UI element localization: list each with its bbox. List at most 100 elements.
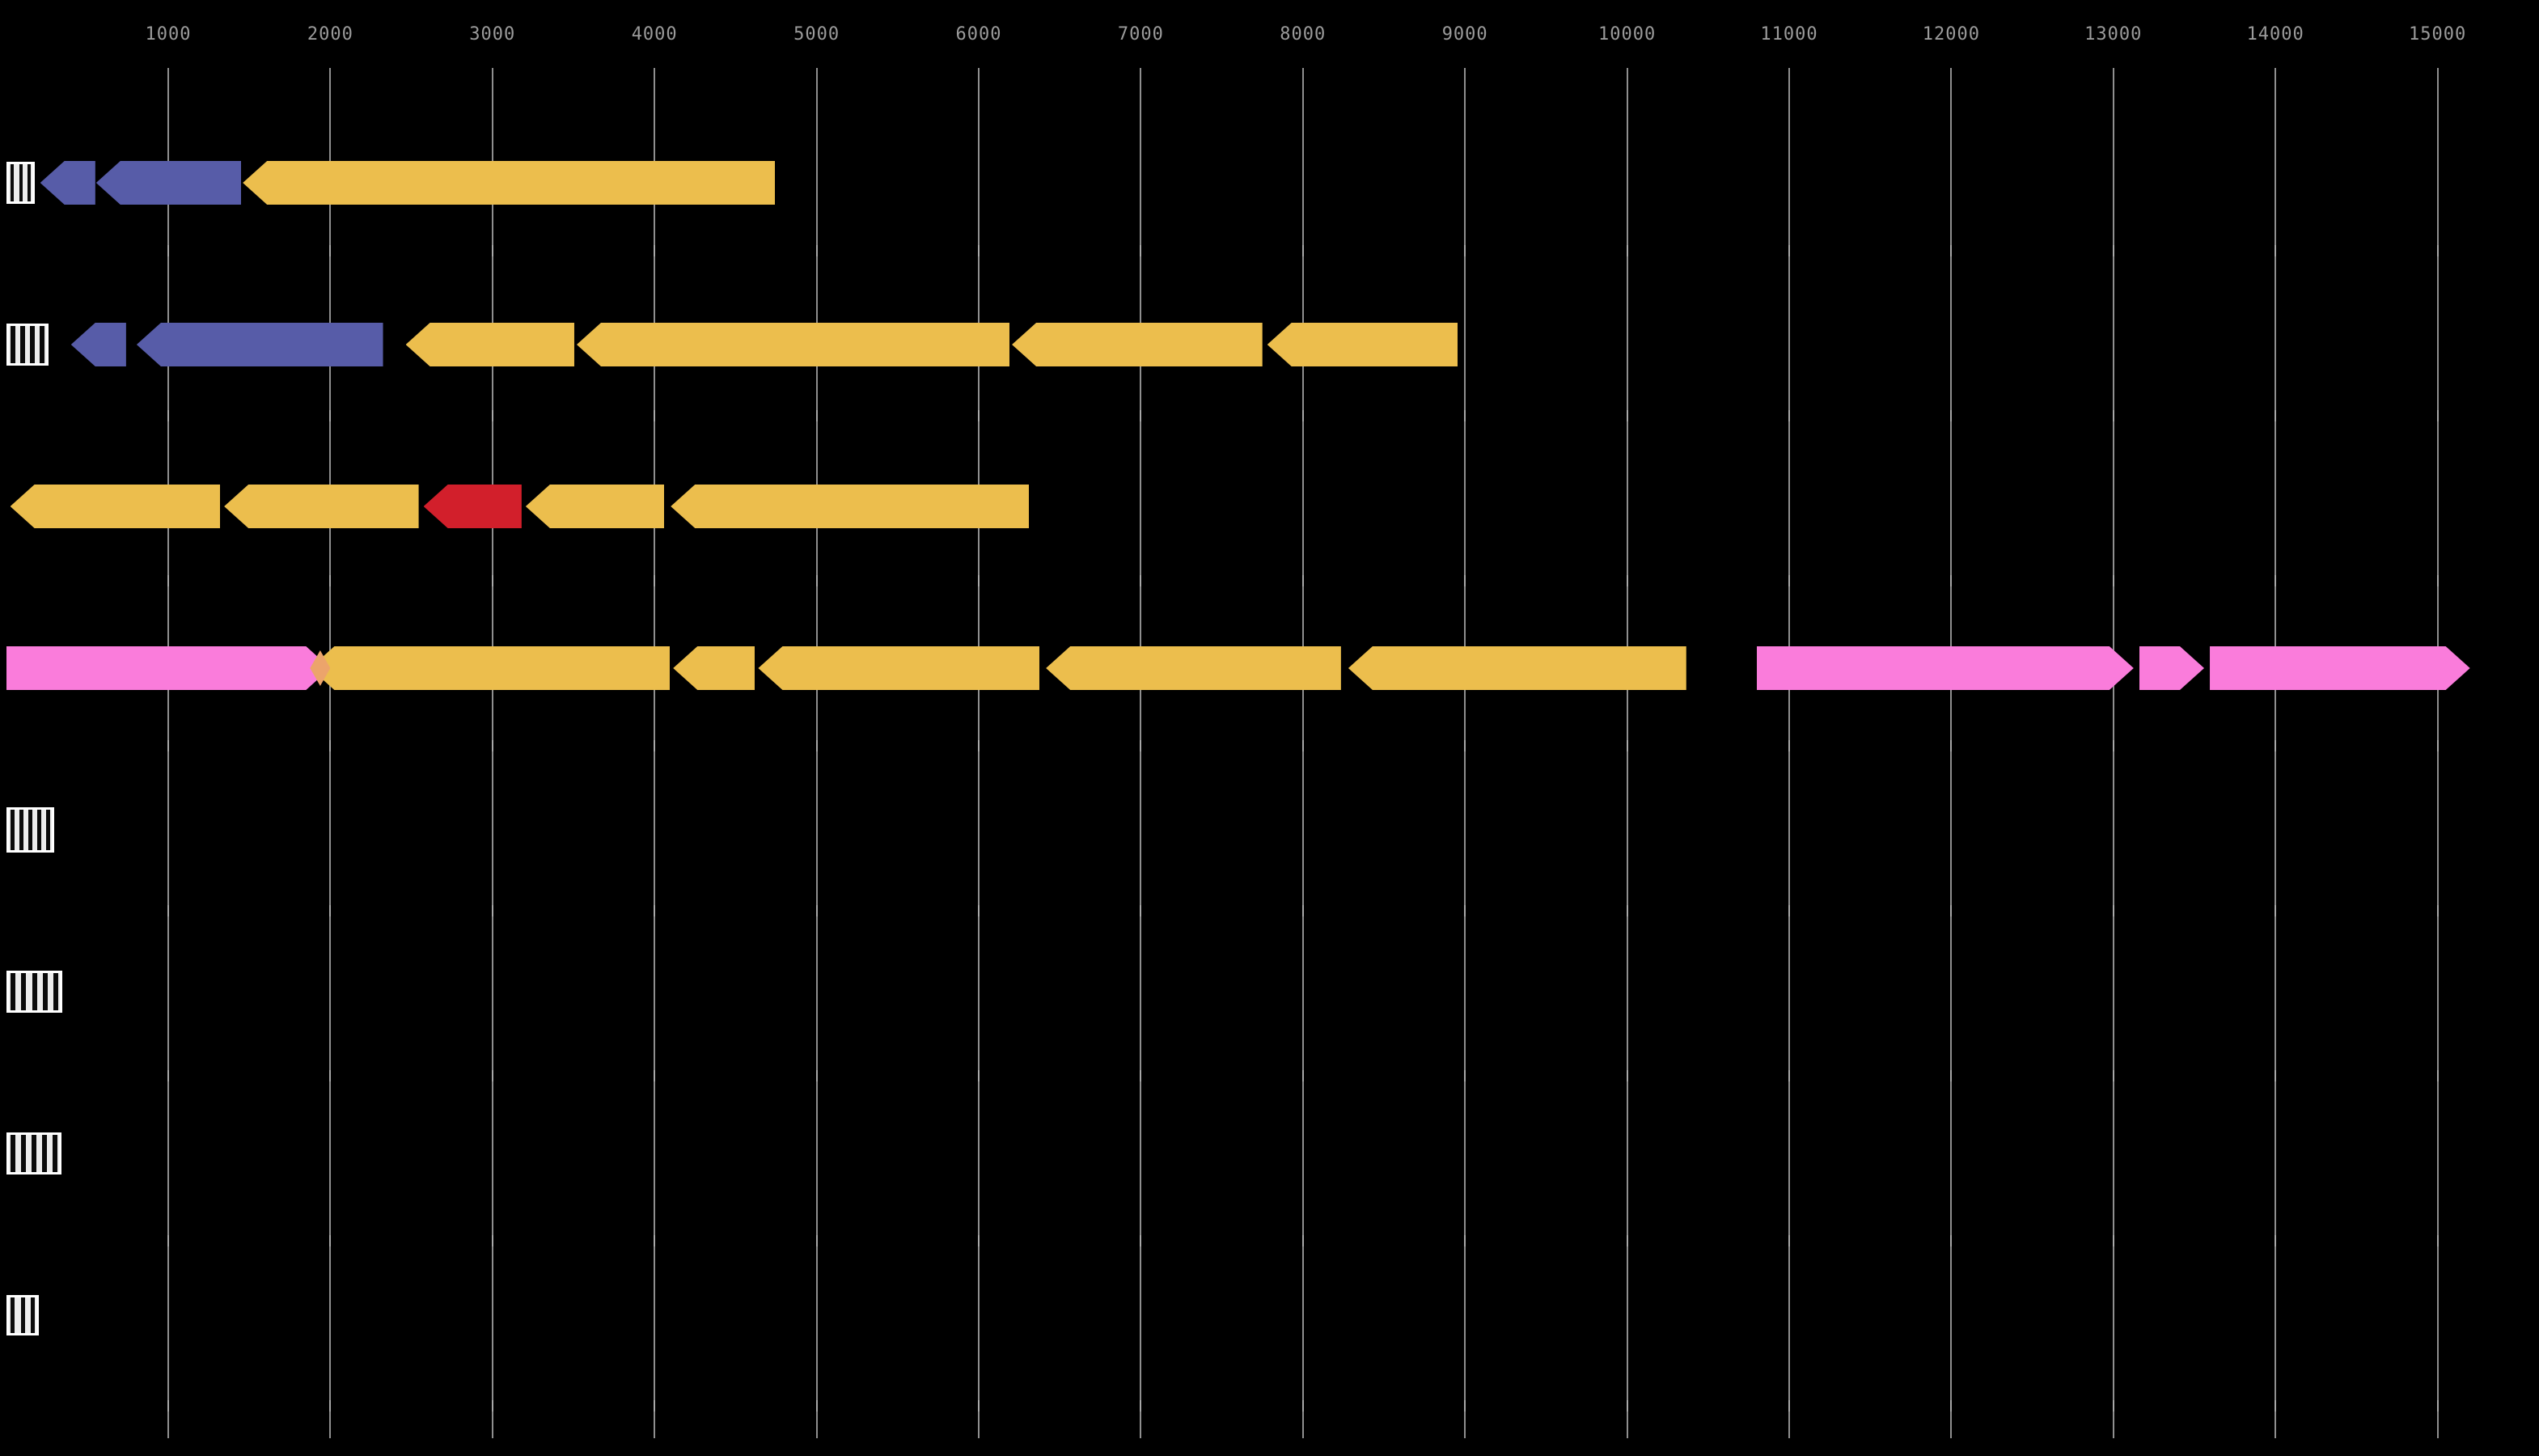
- axis-tick-label: 5000: [793, 24, 840, 44]
- gene-arrow-yellow: [1012, 323, 1263, 366]
- gridline-dash: [1140, 245, 1142, 256]
- gridline-dash: [1788, 740, 1790, 751]
- axis-tick-label: 15000: [2408, 24, 2467, 44]
- axis-tick-label: 14000: [2246, 24, 2304, 44]
- axis-tick-label: 10000: [1597, 24, 1657, 44]
- gene-arrow-pink: [2210, 646, 2470, 690]
- glyph-stripe: [11, 810, 15, 850]
- gene-arrow-yellow: [1046, 646, 1341, 690]
- gridline-dash: [1788, 410, 1790, 421]
- axis-tick-label: 8000: [1280, 24, 1327, 44]
- gridline-dash: [1301, 740, 1304, 751]
- gene-arrow-yellow: [671, 485, 1030, 528]
- gridline-dash: [654, 410, 656, 421]
- gene-arrow-blue: [40, 161, 95, 205]
- gridline-dash: [1788, 245, 1790, 256]
- gridline-dash: [329, 740, 332, 751]
- gridline-dash: [1950, 575, 1953, 586]
- gridline: [1788, 68, 1790, 1438]
- axis-tick-label: 9000: [1441, 24, 1488, 44]
- gridline-dash: [167, 740, 169, 751]
- gridline-dash: [1464, 575, 1466, 586]
- gridline-dash: [491, 740, 493, 751]
- gridline-dash: [1950, 410, 1953, 421]
- gridline-dash: [1626, 740, 1628, 751]
- gridline-dash: [329, 575, 332, 586]
- gridline-dash: [1464, 740, 1466, 751]
- gridline-dash: [491, 575, 493, 586]
- gridline-dash: [2275, 740, 2277, 751]
- gridline: [1950, 68, 1953, 1438]
- gridline-dash: [1140, 410, 1142, 421]
- gridline-dash: [1626, 410, 1628, 421]
- gridline-dash: [1950, 1400, 1953, 1412]
- gridline-dash: [1464, 905, 1466, 916]
- locus-label-glyph: [6, 1295, 39, 1335]
- gridline-dash: [654, 245, 656, 256]
- gene-arrow-yellow: [224, 485, 419, 528]
- gridline-dash: [978, 410, 980, 421]
- gene-arrow-yellow: [10, 485, 221, 528]
- gridline-dash: [2436, 245, 2439, 256]
- gridline-dash: [1626, 905, 1628, 916]
- gridline-dash: [2436, 740, 2439, 751]
- glyph-stripe: [37, 810, 41, 850]
- gridline-dash: [1301, 1400, 1304, 1412]
- gridline-dash: [1950, 1070, 1953, 1081]
- gene-arrow-yellow: [673, 646, 755, 690]
- glyph-stripe: [32, 973, 37, 1010]
- gene-arrow-yellow: [758, 646, 1040, 690]
- gridline-dash: [2275, 905, 2277, 916]
- gridline-dash: [329, 1400, 332, 1412]
- gene-arrow-blue: [95, 161, 242, 205]
- gridline-dash: [978, 245, 980, 256]
- gridline: [1626, 68, 1628, 1438]
- gene-arrow-yellow: [405, 323, 574, 366]
- gridline-dash: [1140, 905, 1142, 916]
- gridline-dash: [491, 1070, 493, 1081]
- gridline-dash: [2112, 245, 2114, 256]
- gridline-dash: [167, 1400, 169, 1412]
- gene-arrow-yellow: [310, 646, 671, 690]
- glyph-stripe: [32, 1135, 36, 1172]
- gridline: [978, 68, 980, 1438]
- gridline-dash: [1464, 1070, 1466, 1081]
- gridline-dash: [978, 1400, 980, 1412]
- gene-arrow-red: [423, 485, 522, 528]
- gridline-dash: [2436, 905, 2439, 916]
- gridline-dash: [167, 245, 169, 256]
- glyph-stripe: [46, 810, 50, 850]
- gridline-dash: [167, 410, 169, 421]
- glyph-stripe: [21, 1135, 26, 1172]
- gridline-dash: [2275, 1070, 2277, 1081]
- gridline-dash: [1788, 1070, 1790, 1081]
- gridline-dash: [815, 740, 818, 751]
- gridline: [491, 68, 493, 1438]
- glyph-stripe: [11, 973, 15, 1010]
- gridline-dash: [329, 1070, 332, 1081]
- gridline-dash: [2275, 1235, 2277, 1246]
- gridline-dash: [329, 410, 332, 421]
- gridline-dash: [2112, 1400, 2114, 1412]
- gridline-dash: [1950, 905, 1953, 916]
- gene-arrow-yellow: [525, 485, 665, 528]
- gridline-dash: [1464, 1235, 1466, 1246]
- gene-arrow-blue: [136, 323, 383, 366]
- gridline-dash: [654, 1400, 656, 1412]
- gridline-dash: [1626, 1400, 1628, 1412]
- gridline-dash: [1464, 245, 1466, 256]
- gridline-dash: [815, 575, 818, 586]
- gridline-dash: [1464, 1400, 1466, 1412]
- glyph-stripe: [42, 1135, 47, 1172]
- axis-tick-label: 3000: [469, 24, 516, 44]
- gene-arrow-yellow: [577, 323, 1010, 366]
- gridline-dash: [491, 1400, 493, 1412]
- glyph-stripe: [19, 164, 23, 201]
- gridline-dash: [2436, 1235, 2439, 1246]
- gridline-dash: [1626, 575, 1628, 586]
- gridline-dash: [978, 575, 980, 586]
- gridline-dash: [2275, 1400, 2277, 1412]
- gridline-dash: [1788, 905, 1790, 916]
- gridline-dash: [815, 1070, 818, 1081]
- gridline-dash: [1788, 1235, 1790, 1246]
